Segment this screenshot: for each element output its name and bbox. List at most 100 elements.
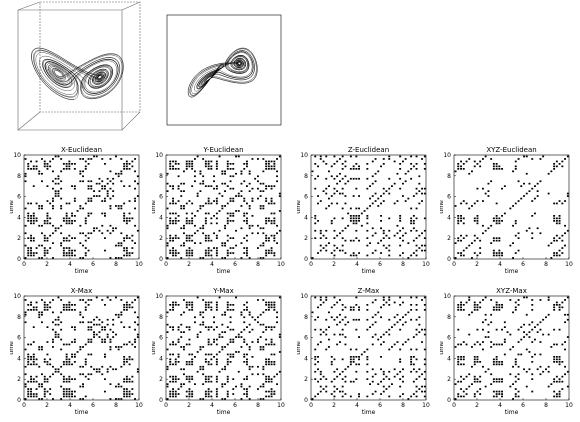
rp-plot-x-max: X-Max 00 2 2 4 4 6 6 8 8 10 10 time time — [10, 287, 143, 416]
y-tick-label: 6 — [17, 194, 21, 201]
rp-plot-xyz-euclidean: XYZ-Euclidean 00 2 2 4 4 6 6 8 8 10 10 time time — [440, 146, 573, 275]
y-tick-label: 4 — [304, 214, 308, 221]
y-tick-label: 10 — [443, 293, 451, 300]
y-tick-label: 4 — [447, 355, 451, 362]
x-tick-label: 10 — [135, 261, 143, 268]
attractor-trajectory — [31, 47, 124, 100]
rp-plot-y-max: Y-Max 00 2 2 4 4 6 6 8 8 10 10 time time — [152, 287, 285, 416]
attractor-3d-plot — [17, 1, 141, 131]
x-tick-label: 6 — [233, 261, 237, 268]
y-tick-label: 8 — [304, 314, 308, 321]
y-tick-label: 2 — [17, 235, 21, 242]
y-axis-label: time — [297, 341, 302, 355]
x-tick-label: 2 — [45, 402, 49, 409]
x-tick-label: 6 — [233, 402, 237, 409]
x-tick-label: 0 — [309, 261, 313, 268]
x-tick-label: 4 — [210, 261, 214, 268]
rp-title: Y-Max — [212, 287, 233, 295]
rp-points — [454, 155, 569, 259]
rp-points — [166, 155, 281, 259]
y-axis-label: time — [297, 200, 302, 214]
rp-points — [311, 296, 426, 400]
x-tick-label: 4 — [498, 402, 502, 409]
x-tick-label: 4 — [355, 261, 359, 268]
x-tick-label: 8 — [401, 402, 405, 409]
x-tick-label: 6 — [378, 402, 382, 409]
y-tick-label: 2 — [447, 235, 451, 242]
x-axis-label: time — [217, 409, 231, 416]
rp-plot-y-euclidean: Y-Euclidean 00 2 2 4 4 6 6 8 8 10 10 time time — [152, 146, 285, 275]
y-tick-label: 8 — [17, 173, 21, 180]
x-tick-label: 0 — [452, 402, 456, 409]
rp-frame — [310, 154, 427, 260]
y-tick-label: 8 — [159, 314, 163, 321]
rp-frame — [453, 295, 570, 401]
x-tick-label: 4 — [210, 402, 214, 409]
projection-frame — [166, 14, 282, 126]
y-tick-label: 10 — [300, 293, 308, 300]
rp-frame — [23, 295, 140, 401]
x-tick-label: 2 — [45, 261, 49, 268]
x-tick-label: 8 — [544, 402, 548, 409]
x-tick-label: 10 — [277, 402, 285, 409]
x-tick-label: 10 — [422, 402, 430, 409]
x-tick-label: 6 — [378, 261, 382, 268]
x-tick-label: 0 — [22, 402, 26, 409]
y-tick-label: 0 — [159, 256, 163, 263]
y-tick-label: 8 — [304, 173, 308, 180]
x-tick-label: 2 — [187, 402, 191, 409]
y-tick-label: 0 — [304, 256, 308, 263]
x-tick-label: 6 — [91, 402, 95, 409]
rp-points — [24, 155, 139, 259]
rp-points — [166, 296, 281, 400]
y-axis-label: time — [10, 341, 15, 355]
y-tick-label: 10 — [13, 293, 21, 300]
x-tick-label: 2 — [475, 402, 479, 409]
y-tick-label: 0 — [17, 397, 21, 404]
y-tick-label: 4 — [17, 214, 21, 221]
rp-xyz-euclidean: XYZ-Euclidean 0 0 2 2 4 4 6 6 8 8 10 10 time time — [440, 145, 580, 279]
x-tick-label: 0 — [452, 261, 456, 268]
y-tick-label: 8 — [17, 314, 21, 321]
rp-points — [24, 296, 139, 400]
y-tick-label: 6 — [304, 335, 308, 342]
x-tick-label: 10 — [565, 261, 573, 268]
y-tick-label: 8 — [447, 314, 451, 321]
rp-z-max: Z-Max 0 0 2 2 4 4 6 6 8 8 10 10 time time — [297, 286, 437, 420]
y-tick-label: 2 — [304, 235, 308, 242]
x-axis-label: time — [505, 268, 519, 275]
rp-plot-z-max: Z-Max 00 2 2 4 4 6 6 8 8 10 10 time time — [297, 287, 430, 416]
rp-plot-xyz-max: XYZ-Max 00 2 2 4 4 6 6 8 8 10 10 time time — [440, 287, 573, 416]
rp-title: X-Max — [71, 287, 92, 295]
y-tick-label: 0 — [304, 397, 308, 404]
rp-x-euclidean: X-Euclidean 0 0 2 2 4 4 6 6 8 8 10 10 time time — [10, 145, 150, 279]
attractor-2d-plot — [166, 14, 282, 126]
rp-z-euclidean: Z-Euclidean 0 0 2 2 4 4 6 6 8 8 10 10 time time — [297, 145, 437, 279]
x-tick-label: 8 — [256, 261, 260, 268]
x-tick-label: 8 — [401, 261, 405, 268]
y-tick-label: 2 — [447, 376, 451, 383]
projection-trajectory — [187, 47, 258, 98]
rp-frame — [23, 154, 140, 260]
y-tick-label: 0 — [447, 256, 451, 263]
x-tick-label: 0 — [22, 261, 26, 268]
y-tick-label: 10 — [13, 152, 21, 159]
rp-title: X-Euclidean — [61, 146, 102, 154]
y-tick-label: 2 — [159, 235, 163, 242]
x-tick-label: 4 — [68, 402, 72, 409]
x-tick-label: 10 — [422, 261, 430, 268]
y-tick-label: 6 — [17, 335, 21, 342]
y-tick-label: 10 — [300, 152, 308, 159]
attractor-3d — [14, 0, 144, 140]
rp-frame — [310, 295, 427, 401]
rp-frame — [165, 154, 282, 260]
rp-plot-x-euclidean: X-Euclidean 00 2 2 4 4 6 6 8 8 10 10 time time — [10, 146, 143, 275]
x-tick-label: 4 — [68, 261, 72, 268]
rp-x-max: X-Max 0 0 2 2 4 4 6 6 8 8 10 10 time time — [10, 286, 150, 420]
x-tick-label: 10 — [277, 261, 285, 268]
x-tick-label: 2 — [475, 261, 479, 268]
x-tick-label: 0 — [164, 261, 168, 268]
x-axis-label: time — [75, 268, 89, 275]
rp-y-max: Y-Max 0 0 2 2 4 4 6 6 8 8 10 10 time time — [152, 286, 292, 420]
y-tick-label: 6 — [159, 194, 163, 201]
